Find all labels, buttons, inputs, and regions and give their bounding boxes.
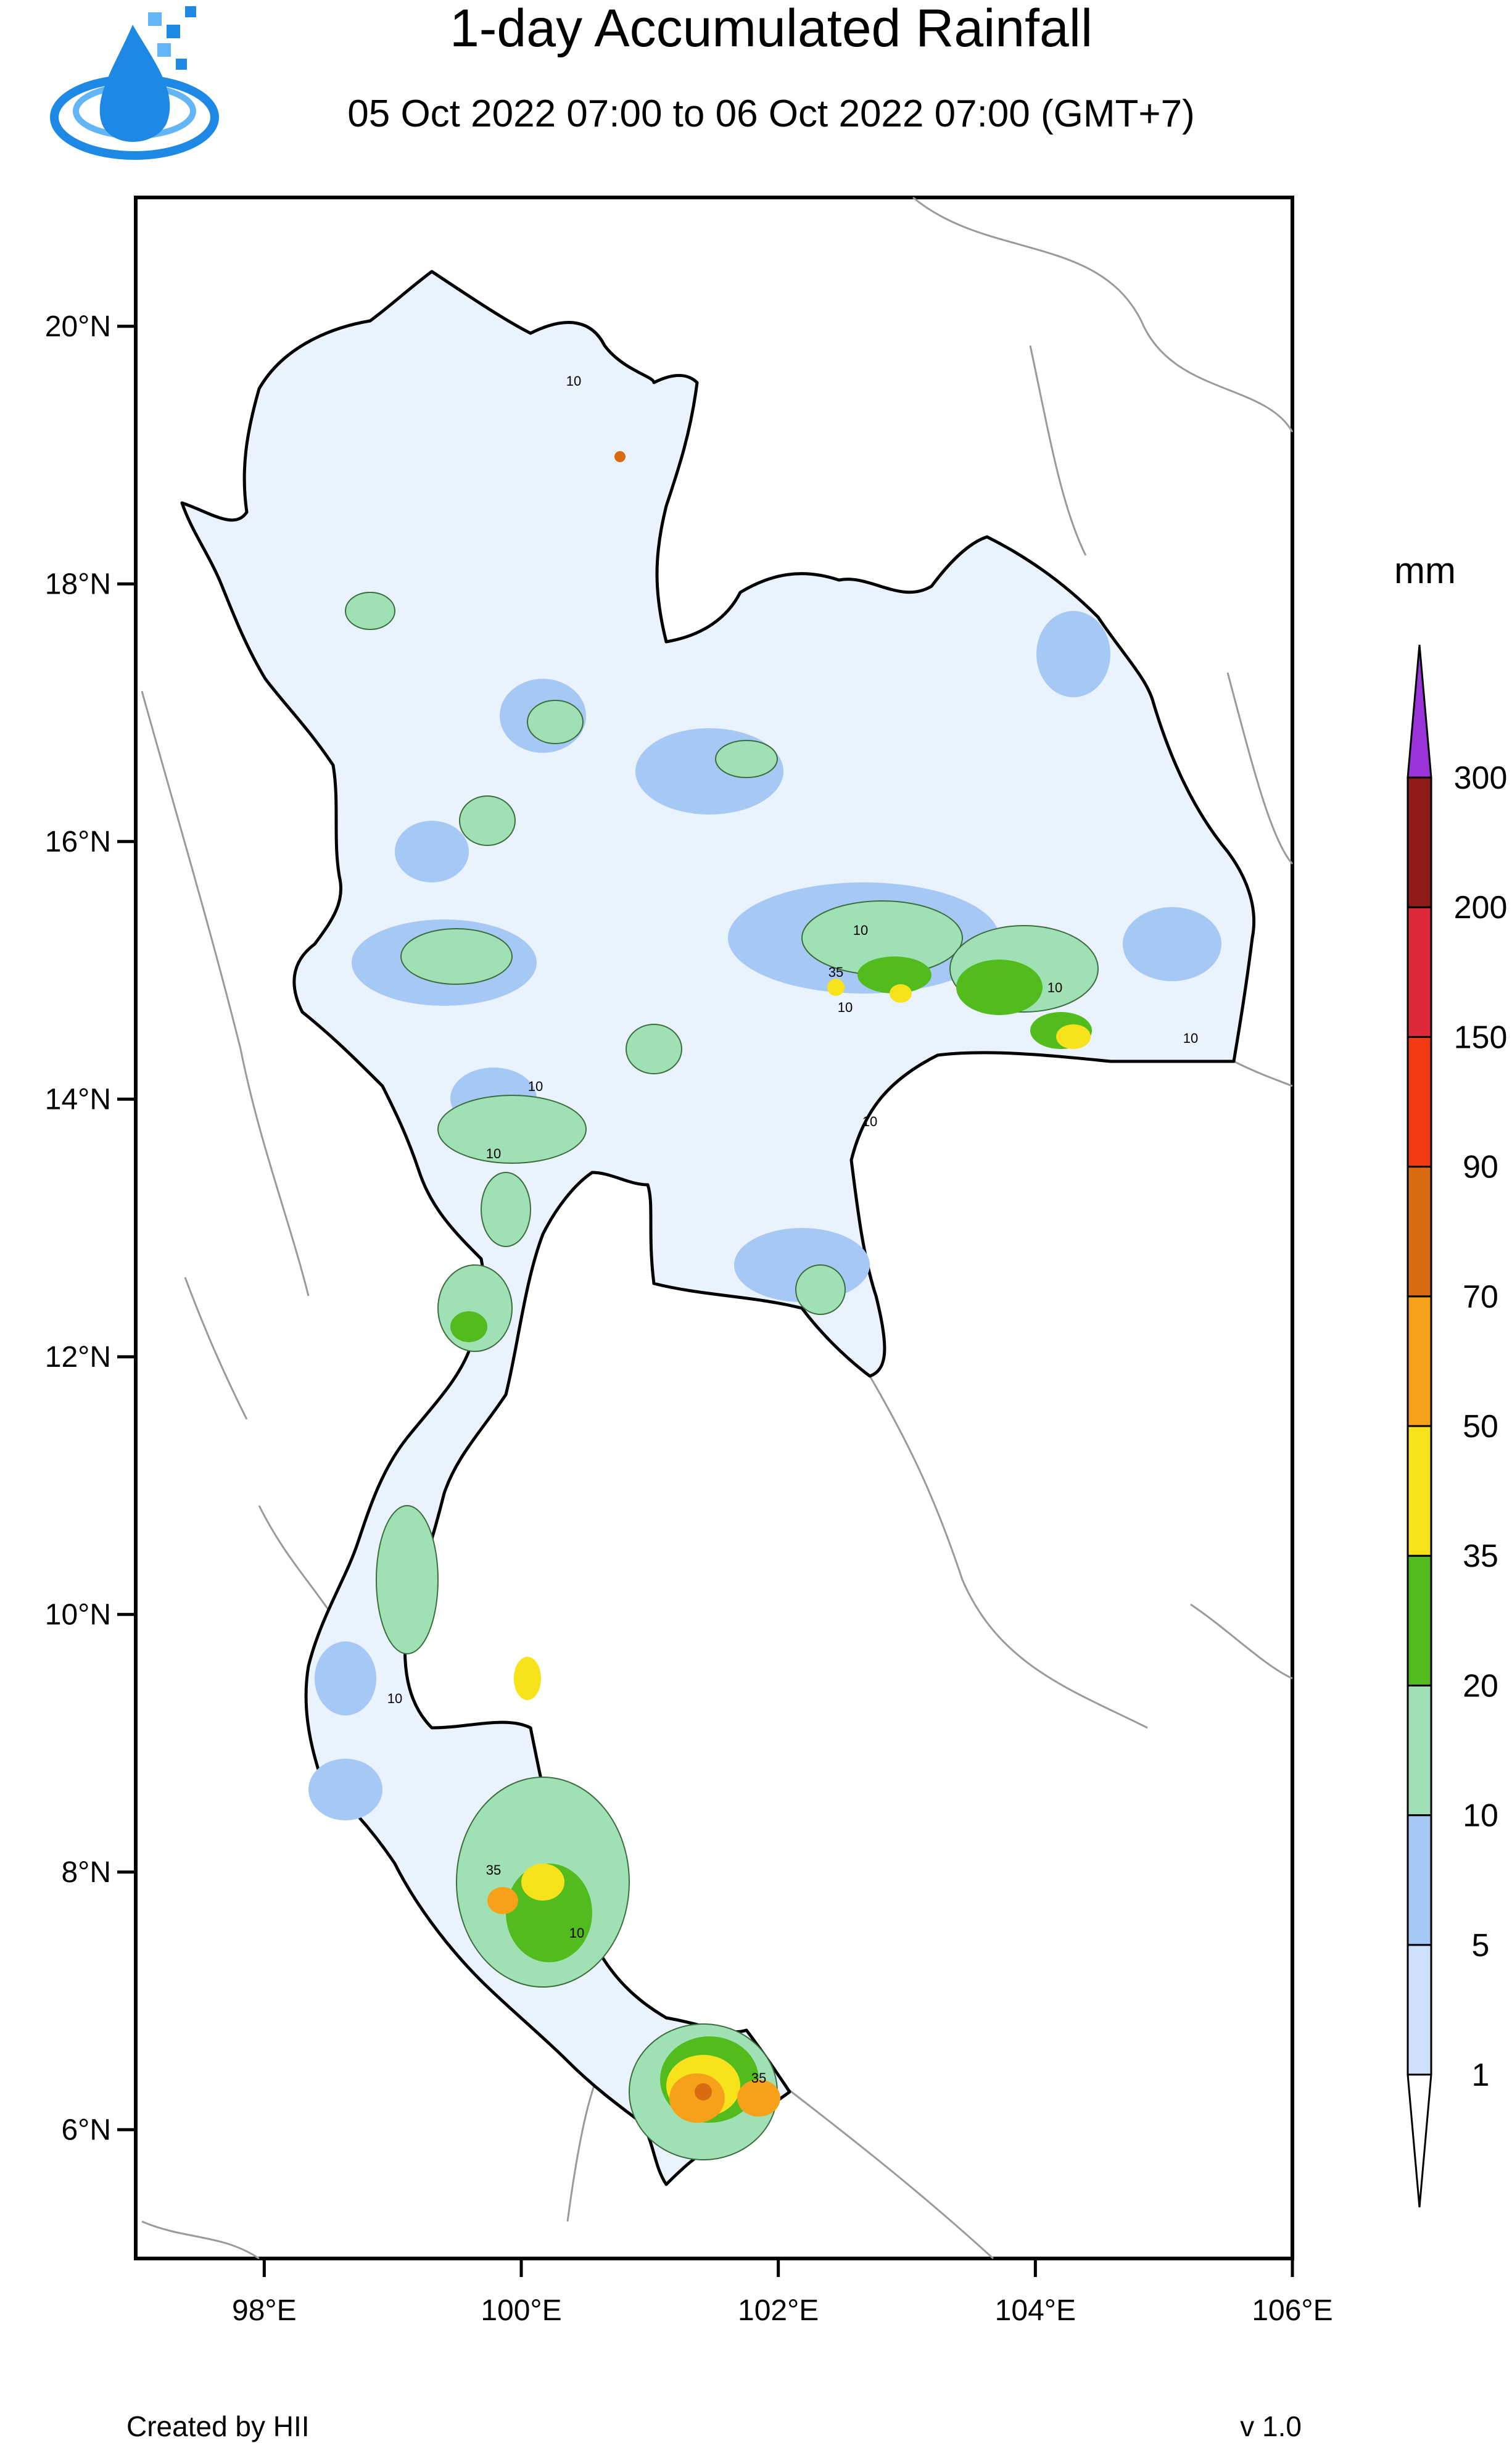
lon-tick-label: 104°E (995, 2294, 1076, 2327)
colorbar-level-label: 70 (1463, 1279, 1498, 1315)
contour-label: 10 (569, 1925, 584, 1941)
contour-label: 35 (486, 1862, 501, 1878)
lat-tick-label: 14°N (45, 1083, 111, 1116)
contour-label: 10 (862, 1114, 877, 1129)
colorbar-labels: 1 5 10 20 35 50 70 90 150 200 300 (1454, 760, 1508, 2093)
colorbar-segments (1407, 644, 1432, 2208)
rainfall-70-90-patches (614, 451, 712, 2101)
contour-label: 10 (486, 1146, 501, 1161)
longitude-axis: 98°E 100°E 102°E 104°E 106°E (232, 2258, 1333, 2327)
colorbar-segment (1407, 1425, 1432, 1557)
colorbar-segment (1407, 776, 1432, 908)
contour-label: 10 (1047, 980, 1062, 995)
colorbar-level-label: 50 (1463, 1409, 1498, 1445)
contour-label: 10 (528, 1079, 543, 1094)
colorbar-level-label: 35 (1463, 1538, 1498, 1574)
map-title: 1-day Accumulated Rainfall (450, 0, 1093, 58)
colorbar-lower-arrow (1407, 2073, 1432, 2208)
colorbar-segment (1407, 1035, 1432, 1168)
lon-tick-label: 100°E (481, 2294, 561, 2327)
colorbar-segment (1407, 1814, 1432, 1946)
colorbar-segment (1407, 1944, 1432, 2076)
colorbar: mm 1 5 10 20 35 50 70 90 150 200 300 (1394, 550, 1508, 2208)
contour-label: 35 (751, 2070, 766, 2086)
colorbar-level-label: 5 (1472, 1928, 1490, 1964)
map-panel: 10 10 10 10 10 10 10 10 10 10 35 35 35 2… (45, 196, 1333, 2327)
lon-tick-label: 106°E (1252, 2294, 1332, 2327)
colorbar-level-label: 1 (1472, 2057, 1490, 2093)
colorbar-segment (1407, 1554, 1432, 1686)
contour-label: 10 (1183, 1031, 1198, 1046)
colorbar-level-label: 90 (1463, 1150, 1498, 1185)
lat-tick-label: 6°N (61, 2113, 111, 2146)
lat-tick-label: 12°N (45, 1341, 111, 1374)
contour-label: 35 (828, 964, 843, 980)
latitude-axis: 20°N 18°N 16°N 14°N 12°N 10°N 8°N 6°N (45, 310, 136, 2146)
colorbar-segment (1407, 1684, 1432, 1817)
colorbar-level-label: 200 (1454, 890, 1508, 926)
rainfall-50-70-patches (487, 1887, 780, 2123)
colorbar-level-label: 20 (1463, 1668, 1498, 1704)
contour-label: 10 (853, 923, 868, 938)
lon-tick-label: 98°E (232, 2294, 297, 2327)
contour-label: 10 (566, 373, 581, 389)
colorbar-level-label: 150 (1454, 1019, 1508, 1055)
contour-label: 10 (838, 1000, 853, 1015)
contour-label: 10 (387, 1691, 402, 1706)
version-text: v 1.0 (1240, 2410, 1302, 2442)
lat-tick-label: 10°N (45, 1598, 111, 1631)
colorbar-unit: mm (1394, 550, 1456, 591)
colorbar-upper-arrow (1407, 644, 1432, 779)
credit-text: Created by HII (126, 2410, 310, 2442)
colorbar-segment (1407, 1295, 1432, 1427)
lat-tick-label: 16°N (45, 826, 111, 858)
thailand-outline (180, 270, 1256, 2186)
lat-tick-label: 20°N (45, 310, 111, 343)
colorbar-level-label: 300 (1454, 760, 1508, 796)
neighbour-borders (141, 196, 1294, 2260)
lat-tick-label: 18°N (45, 568, 111, 600)
colorbar-segment (1407, 906, 1432, 1038)
map-subtitle: 05 Oct 2022 07:00 to 06 Oct 2022 07:00 (… (347, 93, 1194, 135)
water-drop-logo-icon (50, 6, 219, 160)
lon-tick-label: 102°E (738, 2294, 819, 2327)
lat-tick-label: 8°N (61, 1856, 111, 1889)
colorbar-level-label: 10 (1463, 1798, 1498, 1834)
colorbar-segment (1407, 1166, 1432, 1298)
